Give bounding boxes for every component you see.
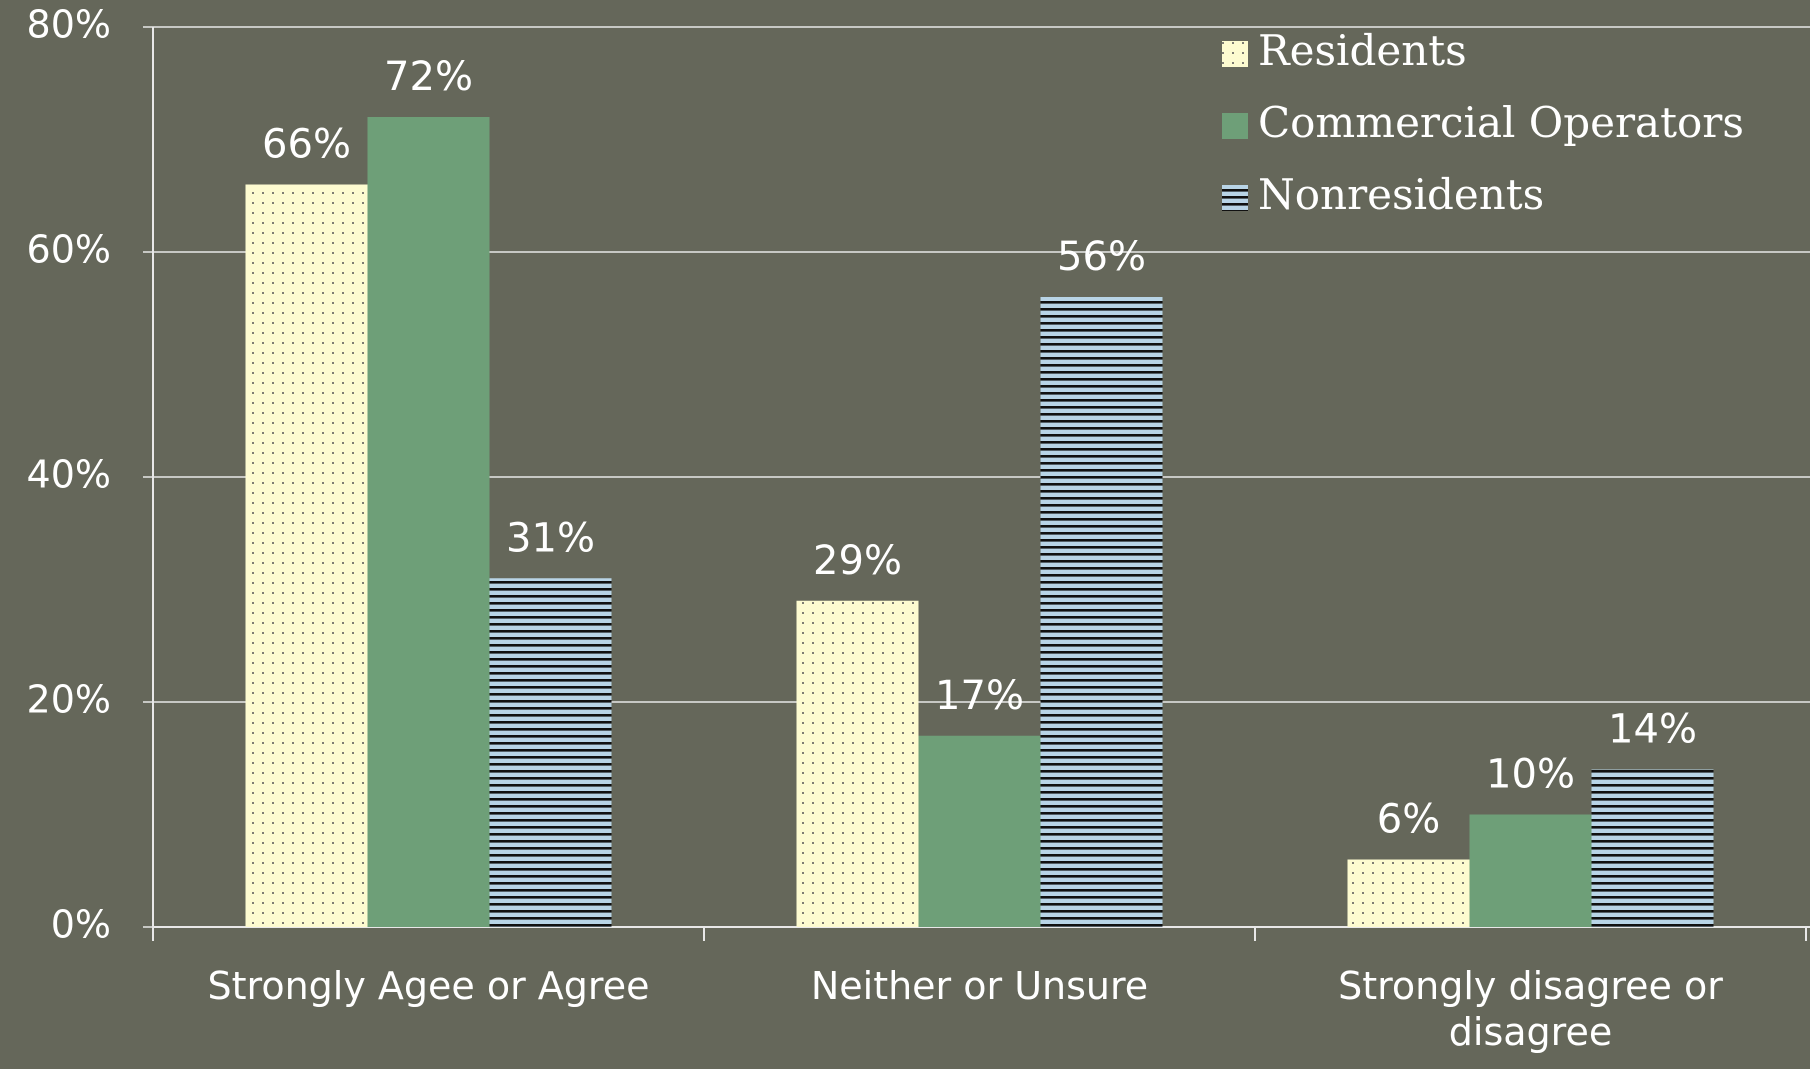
bar [367, 117, 490, 927]
y-tick-label: 40% [27, 453, 111, 497]
bar [245, 184, 368, 927]
data-label: 31% [506, 515, 595, 561]
legend-label: Nonresidents [1258, 170, 1544, 219]
bar [489, 578, 612, 927]
data-label: 66% [262, 122, 351, 168]
data-label: 17% [935, 673, 1024, 719]
data-label: 72% [384, 54, 473, 100]
bar [1469, 814, 1592, 927]
data-label: 29% [813, 538, 902, 584]
y-tick-label: 60% [27, 228, 111, 272]
bar [1040, 297, 1163, 927]
data-label: 14% [1608, 707, 1697, 753]
data-label: 56% [1057, 234, 1146, 280]
legend-swatch [1222, 113, 1248, 139]
legend-label: Commercial Operators [1258, 98, 1744, 147]
x-tick-label: Strongly Agee or Agree [207, 964, 650, 1008]
bar [796, 600, 919, 927]
legend-swatch [1222, 41, 1248, 67]
bar [918, 735, 1041, 927]
y-tick-label: 20% [27, 678, 111, 722]
y-tick-label: 0% [51, 903, 111, 947]
legend-swatch [1222, 185, 1248, 211]
data-label: 10% [1486, 752, 1575, 798]
bar [1347, 859, 1470, 927]
data-label: 6% [1377, 797, 1440, 843]
x-tick-label: Strongly disagree or disagree [1338, 964, 1723, 1054]
bar [1591, 769, 1714, 927]
legend-label: Residents [1258, 26, 1467, 75]
y-tick-label: 80% [27, 3, 111, 47]
x-tick-label: Neither or Unsure [810, 964, 1149, 1008]
